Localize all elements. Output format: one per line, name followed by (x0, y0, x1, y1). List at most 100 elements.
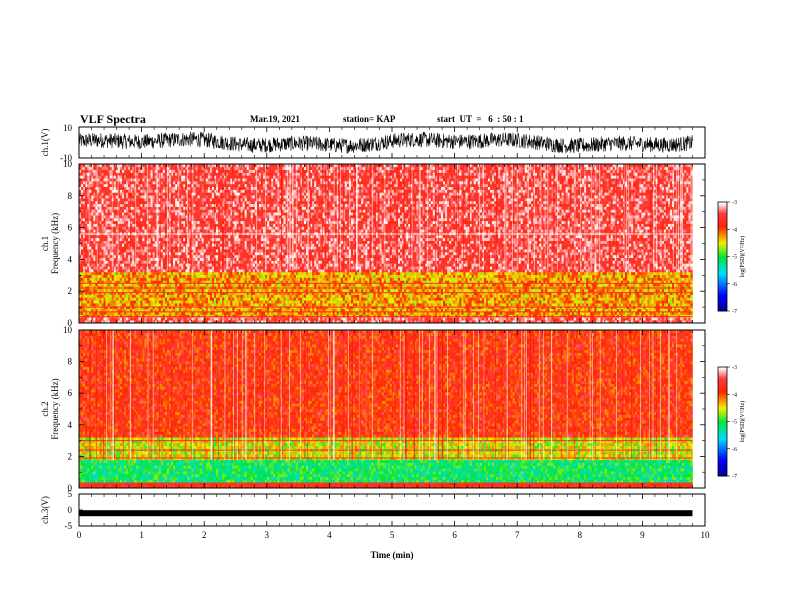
spectrogram-cell (163, 314, 165, 317)
spectrogram-cell (189, 317, 191, 320)
spectrogram-cell (600, 314, 602, 317)
spectrogram-cell (134, 317, 136, 320)
spectrogram-cell (508, 314, 510, 317)
spectrogram-cell (241, 314, 243, 317)
spectrogram-cell (470, 314, 472, 317)
spectrogram-cell (562, 317, 564, 320)
spectrogram-cell (600, 317, 602, 320)
spectrogram-cell (349, 314, 351, 317)
spectrogram-cell (222, 317, 224, 320)
spectrogram-cell (472, 317, 474, 320)
spectrogram-cell (431, 314, 433, 317)
y-tick-label: 10 (63, 123, 73, 133)
spectrogram-cell (539, 317, 541, 320)
spectrogram-cell (304, 317, 306, 320)
spectrogram-cell (335, 314, 337, 317)
spectrogram-cell (533, 317, 535, 320)
spectrogram-cell (386, 314, 388, 317)
spectrogram-cell (241, 317, 243, 320)
spectrogram-cell (101, 314, 103, 317)
spectrogram-cell (324, 317, 326, 320)
spectrogram-cell (288, 317, 290, 320)
spectrogram-cell (95, 317, 97, 320)
spectrogram-cell (216, 314, 218, 317)
spectrogram-cell (633, 314, 635, 317)
spectrogram-cell (433, 314, 435, 317)
spectrogram-cell (470, 317, 472, 320)
ch1-waveform-line (79, 132, 693, 154)
spectrogram-cell (627, 317, 629, 320)
spectrogram-cell (177, 314, 179, 317)
spectrogram-cell (453, 314, 455, 317)
spectrogram-cell (670, 314, 672, 317)
spectrogram-cell (144, 314, 146, 317)
spectrogram-cell (500, 317, 502, 320)
spectrogram-cell (281, 317, 283, 320)
spectrogram-cell (476, 317, 478, 320)
spectrogram-cell (488, 317, 490, 320)
spectrogram-cell (302, 314, 304, 317)
spectrogram-cell (596, 314, 598, 317)
spectrogram-cell (433, 317, 435, 320)
spectrogram-cell (331, 314, 333, 317)
spectrogram-cell (592, 314, 594, 317)
spectrogram-cell (339, 317, 341, 320)
spectrogram-cell (414, 314, 416, 317)
spectrogram-cell (492, 314, 494, 317)
spectrogram-cell (684, 317, 686, 320)
spectrogram-cell (146, 314, 148, 317)
spectrogram-cell (144, 317, 146, 320)
spectrogram-cell (429, 314, 431, 317)
spectrogram-cell (560, 317, 562, 320)
spectrogram-cell (447, 317, 449, 320)
spectrogram-cell (361, 314, 363, 317)
spectrogram-cell (461, 317, 463, 320)
spectrogram-cell (101, 317, 103, 320)
spectrogram-cell (204, 314, 206, 317)
spectrogram-cell (206, 317, 208, 320)
spectrogram-cell (367, 314, 369, 317)
spectrogram-cell (412, 314, 414, 317)
spectrogram-cell (181, 317, 183, 320)
spectrogram-cell (414, 317, 416, 320)
spectrogram-cell (132, 317, 134, 320)
spectrogram-cell (459, 314, 461, 317)
spectrogram-cell (300, 314, 302, 317)
spectrogram-cell (525, 317, 527, 320)
spectrogram-cell (365, 314, 367, 317)
spectrogram-cell (496, 317, 498, 320)
spectrogram-cell (185, 317, 187, 320)
spectrogram-cell (498, 317, 500, 320)
spectrogram-cell (527, 314, 529, 317)
spectrogram-cell (361, 317, 363, 320)
spectrogram-cell (196, 314, 198, 317)
spectrogram-cell (686, 314, 688, 317)
spectrogram-cell (136, 317, 138, 320)
spectrogram-cell (398, 314, 400, 317)
spectrogram-cell (404, 317, 406, 320)
spectrogram-cell (310, 314, 312, 317)
spectrogram-cell (333, 314, 335, 317)
spectrogram-cell (416, 317, 418, 320)
spectrogram-cell (314, 317, 316, 320)
spectrogram-cell (253, 317, 255, 320)
spectrogram-cell (519, 314, 521, 317)
spectrogram-cell (161, 314, 163, 317)
spectrogram-cell (283, 317, 285, 320)
spectrogram-cell (590, 317, 592, 320)
spectrogram-cell (124, 314, 126, 317)
spectrogram-cell (99, 317, 101, 320)
spectrogram-cell (382, 317, 384, 320)
spectrogram-cell (243, 317, 245, 320)
spectrogram-cell (619, 317, 621, 320)
spectrogram-cell (490, 317, 492, 320)
spectrogram-cell (222, 314, 224, 317)
spectrogram-cell (474, 314, 476, 317)
spectrogram-cell (658, 317, 660, 320)
spectrogram-cell (371, 314, 373, 317)
spectrogram-cell (662, 317, 664, 320)
spectrogram-cell (439, 317, 441, 320)
spectrogram-cell (81, 317, 83, 320)
spectrogram-cell (543, 317, 545, 320)
spectrogram-cell (429, 317, 431, 320)
